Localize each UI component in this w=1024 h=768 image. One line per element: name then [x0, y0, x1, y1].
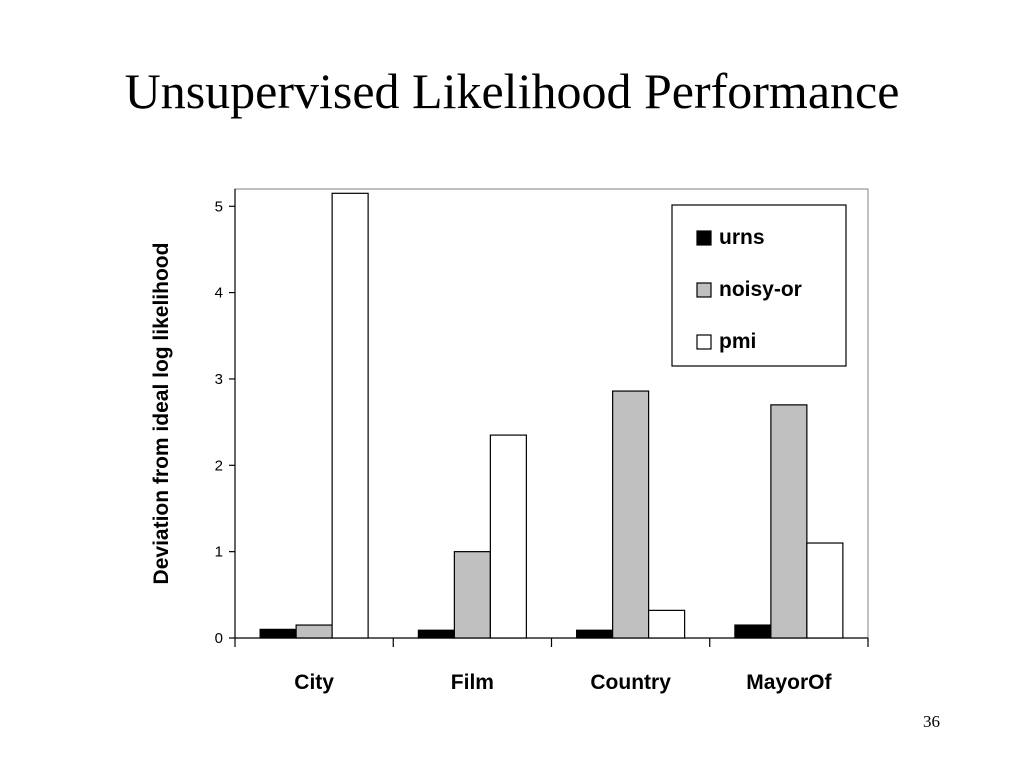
y-tick-label: 1: [215, 544, 223, 561]
legend-label-pmi: pmi: [719, 330, 756, 353]
y-axis: 0 1 2 3 4 5: [215, 189, 236, 647]
bar-urns: [417, 629, 455, 639]
y-tick-label: 2: [215, 457, 223, 474]
bars: [259, 192, 844, 639]
bar-pmi: [331, 192, 369, 639]
slide-title: Unsupervised Likelihood Performance: [124, 63, 900, 119]
x-tick-label: Country: [590, 671, 671, 694]
bar-urns: [259, 628, 297, 639]
legend-swatch-noisy-or: [696, 282, 712, 298]
y-tick-label: 3: [215, 371, 223, 388]
bar-urns: [734, 624, 772, 639]
bar-urns: [576, 629, 614, 639]
bar-noisy-or: [612, 390, 650, 639]
legend-swatch-pmi: [696, 334, 712, 350]
legend-label-urns: urns: [719, 226, 765, 249]
legend-swatch-urns: [696, 230, 712, 246]
bar-noisy-or: [295, 624, 333, 639]
x-tick-label: City: [294, 671, 334, 694]
legend: urns noisy-or pmi: [671, 204, 847, 367]
x-tick-label: MayorOf: [746, 671, 832, 694]
bar-noisy-or: [453, 551, 491, 639]
page-number: 36: [923, 712, 940, 731]
legend-label-noisy-or: noisy-or: [719, 278, 802, 301]
y-tick-label: 5: [215, 198, 223, 215]
y-tick-label: 0: [215, 630, 223, 647]
bar-pmi: [806, 542, 844, 639]
y-tick-label: 4: [215, 285, 223, 302]
x-axis: City Film Country MayorOf: [234, 637, 869, 694]
y-axis-label: Deviation from ideal log likelihood: [150, 243, 173, 585]
bar-pmi: [489, 434, 527, 639]
x-tick-label: Film: [451, 671, 494, 694]
bar-pmi: [648, 609, 686, 639]
bar-noisy-or: [770, 404, 808, 639]
